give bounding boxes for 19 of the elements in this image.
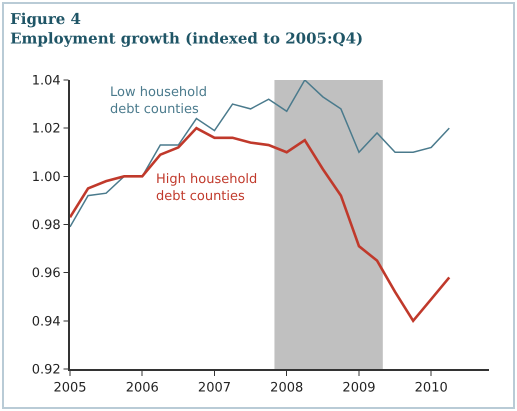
y-tick-label: 1.04: [32, 74, 61, 89]
x-tick-label: 2010: [414, 380, 448, 396]
y-tick-label: 0.94: [32, 314, 61, 330]
y-tick-label: 0.98: [32, 218, 61, 234]
x-tick-label: 2009: [342, 380, 376, 396]
line-series: [70, 126, 451, 322]
y-tick-label: 0.96: [32, 266, 61, 282]
x-tick-label: 2008: [270, 380, 304, 396]
line-series: [70, 80, 450, 228]
chart-subtitle: Employment growth (indexed to 2005:Q4): [10, 30, 364, 48]
y-tick-label: 1.02: [32, 122, 61, 137]
y-tick-label: 1.00: [32, 170, 61, 185]
y-tick-label: 0.92: [32, 362, 61, 378]
x-tick-label: 2005: [53, 380, 87, 396]
series-label: High household debt counties: [156, 172, 258, 204]
x-tick-label: 2007: [198, 380, 232, 396]
x-tick-label: 2006: [126, 380, 159, 396]
chart-title: Figure 4: [10, 10, 81, 28]
series-label: Low household debt counties: [110, 85, 207, 117]
